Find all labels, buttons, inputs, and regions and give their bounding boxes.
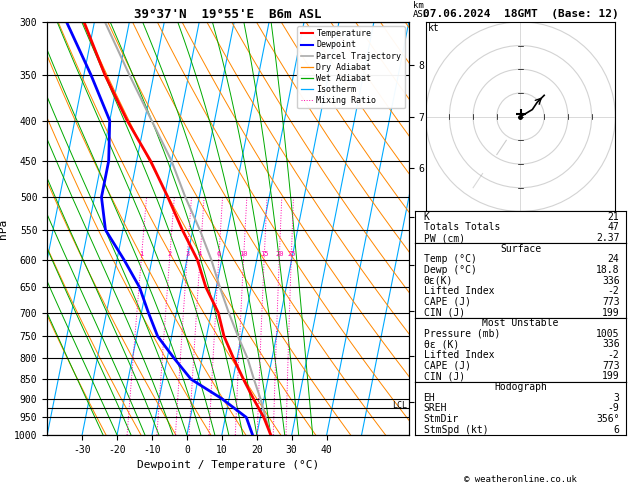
Text: 07.06.2024  18GMT  (Base: 12): 07.06.2024 18GMT (Base: 12) [423,9,618,19]
Text: © weatheronline.co.uk: © weatheronline.co.uk [464,474,577,484]
Text: 4: 4 [198,251,203,257]
Text: Dewp (°C): Dewp (°C) [423,265,476,275]
Text: 6: 6 [217,251,221,257]
Text: StmSpd (kt): StmSpd (kt) [423,425,488,434]
Text: -2: -2 [608,286,620,296]
Text: 199: 199 [602,371,620,382]
Text: 773: 773 [602,361,620,371]
Text: StmDir: StmDir [423,414,459,424]
Text: 2: 2 [168,251,172,257]
Text: EH: EH [423,393,435,403]
Text: -9: -9 [608,403,620,414]
Text: PW (cm): PW (cm) [423,233,465,243]
Text: LCL: LCL [392,401,407,410]
Text: Most Unstable: Most Unstable [482,318,559,328]
Text: 25: 25 [287,251,296,257]
X-axis label: Dewpoint / Temperature (°C): Dewpoint / Temperature (°C) [137,460,319,470]
Text: km
ASL: km ASL [413,1,430,19]
Text: -2: -2 [608,350,620,360]
Text: 336: 336 [602,340,620,349]
Text: CIN (J): CIN (J) [423,308,465,317]
Text: Totals Totals: Totals Totals [423,223,500,232]
Text: Temp (°C): Temp (°C) [423,254,476,264]
Legend: Temperature, Dewpoint, Parcel Trajectory, Dry Adiabat, Wet Adiabat, Isotherm, Mi: Temperature, Dewpoint, Parcel Trajectory… [297,26,404,108]
Text: Hodograph: Hodograph [494,382,547,392]
Text: 3: 3 [614,393,620,403]
Text: 10: 10 [240,251,248,257]
Text: 3: 3 [186,251,189,257]
Text: Lifted Index: Lifted Index [423,350,494,360]
Text: 6: 6 [614,425,620,434]
Text: 2.37: 2.37 [596,233,620,243]
Text: Surface: Surface [500,243,541,254]
Text: 199: 199 [602,308,620,317]
Text: 336: 336 [602,276,620,286]
Text: kt: kt [428,23,440,34]
Text: θε(K): θε(K) [423,276,453,286]
Text: 356°: 356° [596,414,620,424]
Text: 1: 1 [140,251,144,257]
Text: SREH: SREH [423,403,447,414]
Text: 15: 15 [260,251,269,257]
Y-axis label: hPa: hPa [0,218,8,239]
Text: 1005: 1005 [596,329,620,339]
Text: Lifted Index: Lifted Index [423,286,494,296]
Text: CAPE (J): CAPE (J) [423,361,470,371]
Text: CIN (J): CIN (J) [423,371,465,382]
Text: 24: 24 [608,254,620,264]
Text: θε (K): θε (K) [423,340,459,349]
Title: 39°37'N  19°55'E  B6m ASL: 39°37'N 19°55'E B6m ASL [134,8,322,21]
Text: 21: 21 [608,212,620,222]
Text: 20: 20 [276,251,284,257]
Text: CAPE (J): CAPE (J) [423,297,470,307]
Text: 47: 47 [608,223,620,232]
Text: K: K [423,212,430,222]
Y-axis label: Mixing Ratio (g/kg): Mixing Ratio (g/kg) [430,173,440,284]
Text: 18.8: 18.8 [596,265,620,275]
Text: Pressure (mb): Pressure (mb) [423,329,500,339]
Text: 773: 773 [602,297,620,307]
